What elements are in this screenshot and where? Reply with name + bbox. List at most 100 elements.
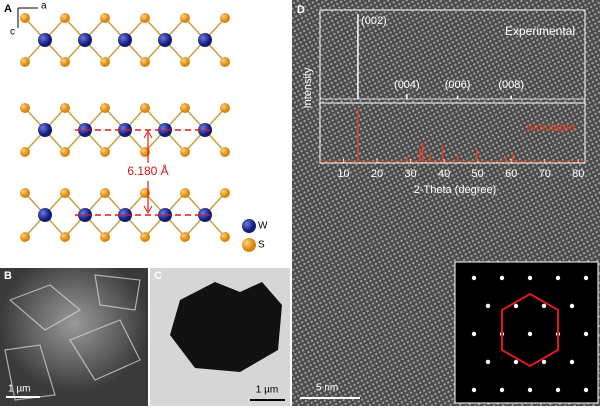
legend-s: [242, 238, 256, 252]
fft-spot: [513, 303, 519, 309]
s-atom: [60, 13, 70, 23]
s-atom: [20, 13, 30, 23]
s-atom: [100, 103, 110, 113]
xrd-frame: [319, 9, 586, 164]
reflection-label: (002): [361, 15, 387, 27]
fft-spot: [569, 303, 575, 309]
panel-a: [20, 13, 230, 242]
spacing-label: 6.180 Å: [127, 163, 168, 178]
legend-text: S: [258, 240, 265, 251]
legend-w: [242, 219, 256, 233]
legend-text: W: [258, 221, 268, 232]
w-atom: [38, 208, 52, 222]
s-atom: [180, 13, 190, 23]
s-atom: [100, 147, 110, 157]
fft-spot: [583, 331, 589, 337]
fft-spot: [471, 275, 477, 281]
x-tick-label: 30: [404, 168, 416, 180]
s-atom: [60, 188, 70, 198]
x-tick-label: 70: [539, 168, 551, 180]
scale-text: 5 nm: [316, 383, 338, 394]
fft-inset: [454, 261, 599, 404]
fft-spot: [513, 359, 519, 365]
panel-label: B: [4, 270, 12, 282]
fft-spot: [471, 331, 477, 337]
tem-flake: [170, 282, 282, 372]
panel-label: C: [154, 270, 162, 282]
panel-label: D: [297, 4, 305, 16]
reflection-label: (006): [445, 79, 471, 91]
s-atom: [140, 13, 150, 23]
s-atom: [220, 232, 230, 242]
panel-label: A: [4, 3, 12, 15]
s-atom: [180, 57, 190, 67]
x-axis-label: 2-Theta (degree): [414, 184, 497, 196]
s-atom: [140, 232, 150, 242]
fft-spot: [485, 303, 491, 309]
reflection-label: (004): [394, 79, 420, 91]
sem-image: [0, 268, 148, 406]
s-atom: [180, 147, 190, 157]
label-bg: [112, 163, 184, 181]
fft-spot: [555, 275, 561, 281]
fft-spot: [499, 387, 505, 393]
s-atom: [20, 188, 30, 198]
s-atom: [220, 103, 230, 113]
s-atom: [20, 232, 30, 242]
s-atom: [100, 188, 110, 198]
x-tick-label: 80: [572, 168, 584, 180]
axis-label: c: [10, 27, 15, 38]
s-atom: [60, 57, 70, 67]
x-tick-label: 60: [505, 168, 517, 180]
w-atom: [198, 33, 212, 47]
w-atom: [38, 33, 52, 47]
s-atom: [140, 57, 150, 67]
s-atom: [220, 188, 230, 198]
s-atom: [20, 147, 30, 157]
w-atom: [38, 123, 52, 137]
s-atom: [100, 232, 110, 242]
reflection-label: (008): [498, 79, 524, 91]
fft-spot: [471, 387, 477, 393]
s-atom: [60, 103, 70, 113]
fft-spot: [527, 387, 533, 393]
fft-spot: [569, 359, 575, 365]
arrow-head: [143, 129, 153, 215]
fft-spot: [499, 275, 505, 281]
y-axis-label: Intensity: [302, 67, 314, 108]
series-label: Experimental: [505, 24, 575, 38]
s-atom: [60, 232, 70, 242]
s-atom: [220, 147, 230, 157]
scale-text: 1 µm: [256, 385, 278, 396]
w-atom: [78, 33, 92, 47]
x-tick-label: 40: [438, 168, 450, 180]
s-atom: [100, 13, 110, 23]
x-tick-label: 50: [472, 168, 484, 180]
scale-text: 1 µm: [8, 384, 30, 395]
s-atom: [20, 57, 30, 67]
w-atom: [118, 33, 132, 47]
axis-label: a: [41, 1, 47, 12]
s-atom: [140, 103, 150, 113]
fft-spot: [555, 387, 561, 393]
fft-spot: [527, 331, 533, 337]
s-atom: [180, 103, 190, 113]
s-atom: [60, 147, 70, 157]
s-atom: [220, 13, 230, 23]
x-tick-label: 20: [371, 168, 383, 180]
x-tick-label: 10: [337, 168, 349, 180]
s-atom: [20, 103, 30, 113]
s-atom: [220, 57, 230, 67]
fft-spot: [583, 387, 589, 393]
series-label: Simulated: [526, 122, 575, 134]
s-atom: [100, 57, 110, 67]
fft-spot: [541, 359, 547, 365]
sem-flakes: [4, 274, 141, 401]
fft-spot: [541, 303, 547, 309]
w-atom: [158, 33, 172, 47]
s-atom: [180, 188, 190, 198]
fft-spot: [527, 275, 533, 281]
fft-hexagon: [501, 292, 559, 368]
fft-spot: [583, 275, 589, 281]
